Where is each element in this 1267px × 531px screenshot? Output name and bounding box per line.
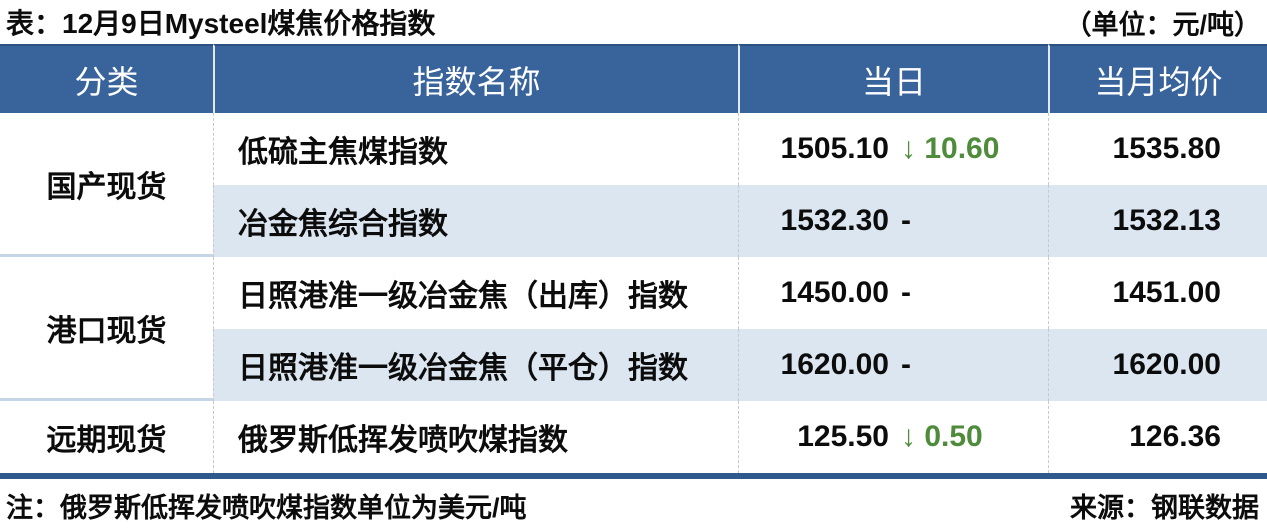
day-change-down-arrow: ↓ 0.50 [901, 420, 983, 453]
day-value: 1505.10 [780, 132, 889, 165]
day-value-cell: 1620.00 - [738, 329, 1048, 401]
index-name-cell: 低硫主焦煤指数 [213, 113, 738, 185]
unit-label: （单位：元/吨） [1064, 9, 1261, 40]
day-change: - [901, 276, 911, 309]
column-header-day: 当日 [738, 44, 1048, 113]
day-value: 1532.30 [780, 204, 889, 237]
day-value: 125.50 [797, 420, 889, 453]
day-change: - [901, 204, 911, 237]
month-avg-cell: 1620.00 [1048, 329, 1267, 401]
table-footer: 注：俄罗斯低挥发喷吹煤指数单位为美元/吨 来源：钢联数据 [0, 479, 1267, 531]
day-value-cell: 1505.10 ↓ 10.60 [738, 113, 1048, 185]
day-change: - [901, 348, 911, 381]
price-index-table: 分类 指数名称 当日 当月均价 国产现货 低硫主焦煤指数 1505.10 ↓ 1… [0, 44, 1267, 473]
footnote: 注：俄罗斯低挥发喷吹煤指数单位为美元/吨 [6, 492, 527, 523]
table-bottom-rule [0, 473, 1267, 479]
day-value-cell: 1450.00 - [738, 257, 1048, 329]
index-name-cell: 冶金焦综合指数 [213, 185, 738, 257]
month-avg-cell: 126.36 [1048, 401, 1267, 473]
table-title: 表：12月9日Mysteel煤焦价格指数 [6, 8, 436, 39]
index-name-cell: 日照港准一级冶金焦（出库）指数 [213, 257, 738, 329]
day-value-cell: 125.50 ↓ 0.50 [738, 401, 1048, 473]
month-avg-cell: 1535.80 [1048, 113, 1267, 185]
column-header-month-avg: 当月均价 [1048, 44, 1267, 113]
month-avg-cell: 1451.00 [1048, 257, 1267, 329]
category-cell-domestic-spot: 国产现货 [0, 113, 213, 257]
day-change-down-arrow: ↓ 10.60 [901, 132, 1000, 165]
table-caption: 表：12月9日Mysteel煤焦价格指数 （单位：元/吨） [0, 0, 1267, 44]
index-name-cell: 俄罗斯低挥发喷吹煤指数 [213, 401, 738, 473]
source-label: 来源：钢联数据 [1070, 492, 1259, 523]
month-avg-cell: 1532.13 [1048, 185, 1267, 257]
day-value: 1620.00 [780, 348, 889, 381]
day-value-cell: 1532.30 - [738, 185, 1048, 257]
column-header-index-name: 指数名称 [213, 44, 738, 113]
day-value: 1450.00 [780, 276, 889, 309]
category-cell-forward-spot: 远期现货 [0, 401, 213, 473]
category-cell-port-spot: 港口现货 [0, 257, 213, 401]
column-header-category: 分类 [0, 44, 213, 113]
index-name-cell: 日照港准一级冶金焦（平仓）指数 [213, 329, 738, 401]
